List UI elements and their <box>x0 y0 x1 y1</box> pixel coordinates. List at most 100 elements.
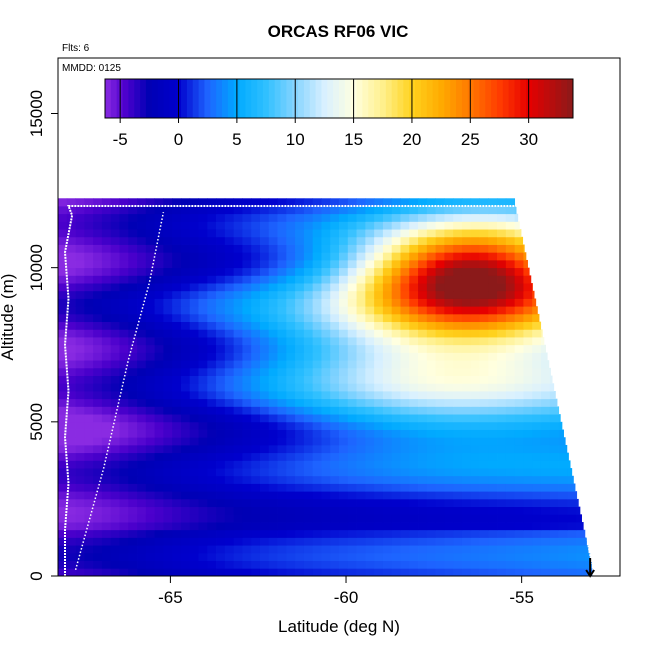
heatmap-cell <box>312 560 322 569</box>
heatmap-cell <box>172 522 182 531</box>
heatmap-cell <box>93 344 103 353</box>
heatmap-cell <box>66 468 76 477</box>
heatmap-cell <box>409 437 419 446</box>
heatmap-cell <box>330 529 340 538</box>
heatmap-cell <box>479 498 489 508</box>
heatmap-cell <box>558 475 568 484</box>
heatmap-cell <box>330 468 340 477</box>
heatmap-cell <box>198 391 208 400</box>
heatmap-cell <box>514 383 524 392</box>
heatmap-cell <box>400 367 410 376</box>
heatmap-cell <box>93 391 103 400</box>
heatmap-cell <box>119 475 129 484</box>
heatmap-cell <box>435 498 445 508</box>
heatmap-cell <box>479 383 489 392</box>
heatmap-cell <box>66 290 76 299</box>
heatmap-cell <box>532 391 542 400</box>
heatmap-cell <box>418 360 428 369</box>
heatmap-cell <box>514 560 524 569</box>
heatmap-cell <box>356 213 366 222</box>
heatmap-cell <box>75 429 85 438</box>
heatmap-cell <box>488 475 498 484</box>
heatmap-cell <box>365 329 375 338</box>
heatmap-cell <box>128 468 138 477</box>
heatmap-cell <box>119 498 129 508</box>
heatmap-cell <box>172 367 182 376</box>
heatmap-cell <box>453 444 463 454</box>
heatmap-cell <box>145 429 155 438</box>
heatmap-cell <box>259 352 270 361</box>
heatmap-cell <box>58 491 68 500</box>
heatmap-cell <box>365 529 375 538</box>
heatmap-cell <box>154 337 164 346</box>
heatmap-cell <box>453 460 463 469</box>
heatmap-cell <box>453 267 463 276</box>
heatmap-cell <box>418 213 428 222</box>
heatmap-cell <box>488 568 498 577</box>
heatmap-cell <box>145 414 155 423</box>
heatmap-cell <box>110 236 120 245</box>
heatmap-cell <box>251 236 261 245</box>
heatmap-cell <box>172 290 182 299</box>
heatmap-cell <box>242 352 252 361</box>
heatmap-cell <box>154 367 164 376</box>
heatmap-cell <box>216 352 226 361</box>
heatmap-cell <box>66 229 76 238</box>
heatmap-cell <box>58 391 68 400</box>
heatmap-cell <box>189 383 199 392</box>
heatmap-cell <box>505 252 516 261</box>
heatmap-cell <box>189 475 199 484</box>
colorbar-swatch <box>432 79 439 118</box>
heatmap-cell <box>303 444 314 454</box>
heatmap-cell <box>523 383 533 392</box>
heatmap-cell <box>356 244 366 253</box>
heatmap-cell <box>58 452 68 461</box>
heatmap-cell <box>374 221 384 230</box>
heatmap-cell <box>259 321 270 330</box>
heatmap-cell <box>374 213 384 222</box>
heatmap-cell <box>119 529 129 538</box>
heatmap-cell <box>172 360 182 369</box>
heatmap-cell <box>198 337 208 346</box>
heatmap-cell <box>549 514 559 523</box>
heatmap-cell <box>93 514 103 523</box>
heatmap-cell <box>251 468 261 477</box>
heatmap-cell <box>470 337 480 346</box>
heatmap-cell <box>488 545 498 554</box>
heatmap-cell <box>154 483 164 492</box>
heatmap-cell <box>137 360 147 369</box>
heatmap-cell <box>470 290 480 299</box>
heatmap-cell <box>75 267 85 276</box>
heatmap-cell <box>435 483 445 492</box>
heatmap-cell <box>295 290 305 299</box>
heatmap-cell <box>84 506 94 515</box>
heatmap-cell <box>347 213 357 222</box>
heatmap-cell <box>66 406 76 415</box>
heatmap-cell <box>444 267 454 276</box>
heatmap-cell <box>488 468 498 477</box>
heatmap-cell <box>180 352 191 361</box>
heatmap-cell <box>137 483 147 492</box>
heatmap-cell <box>365 568 375 577</box>
heatmap-cell <box>295 244 305 253</box>
heatmap-cell <box>224 344 235 353</box>
heatmap-cell <box>505 267 516 276</box>
heatmap-cell <box>268 306 278 315</box>
colorbar-swatch <box>309 79 317 118</box>
heatmap-cell <box>488 506 498 515</box>
heatmap-cell <box>198 283 208 292</box>
heatmap-cell <box>303 306 314 315</box>
heatmap-cell <box>216 498 226 508</box>
heatmap-cell <box>567 498 577 508</box>
heatmap-cell <box>461 236 472 245</box>
heatmap-cell <box>514 398 524 407</box>
heatmap-cell <box>286 391 296 400</box>
heatmap-cell <box>444 337 454 346</box>
heatmap-cell <box>365 552 375 561</box>
heatmap-cell <box>286 475 296 484</box>
heatmap-cell <box>321 406 331 415</box>
heatmap-cell <box>58 483 68 492</box>
heatmap-cell <box>224 406 235 415</box>
heatmap-cell <box>523 329 533 338</box>
heatmap-cell <box>374 506 384 515</box>
